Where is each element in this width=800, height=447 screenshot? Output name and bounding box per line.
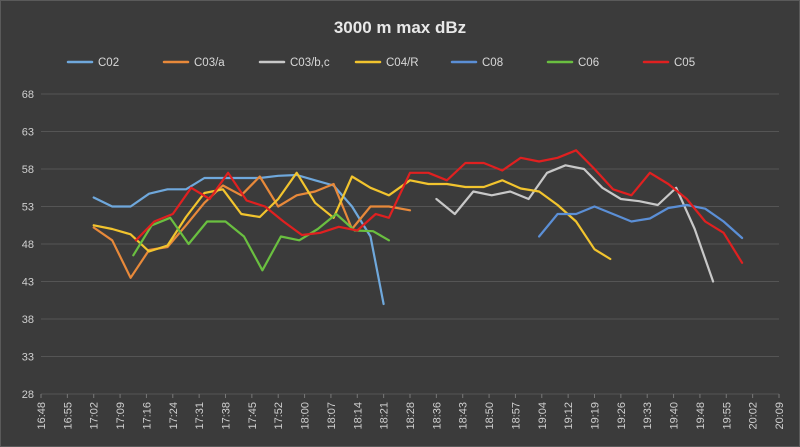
x-tick-label: 20:09 bbox=[774, 402, 786, 430]
legend-item: C05 bbox=[642, 57, 695, 69]
x-tick-label: 18:50 bbox=[484, 402, 496, 430]
x-tick-label: 18:14 bbox=[352, 402, 364, 430]
x-tick-label: 17:38 bbox=[221, 402, 233, 430]
series-lines bbox=[92, 149, 744, 306]
y-tick-label: 68 bbox=[22, 89, 34, 101]
x-tick-label: 16:48 bbox=[36, 402, 48, 430]
x-tick-label: 17:16 bbox=[141, 402, 153, 430]
x-tick-label: 18:57 bbox=[510, 402, 522, 430]
x-tick-label: 18:36 bbox=[431, 402, 443, 430]
x-tick-label: 18:28 bbox=[405, 402, 417, 430]
x-tick-label: 19:40 bbox=[669, 402, 681, 430]
y-axis-ticks: 28 33 38 43 48 53 58 63 68 bbox=[22, 89, 34, 401]
legend-item: C03/b,c bbox=[258, 57, 330, 69]
y-tick-label: 43 bbox=[22, 277, 34, 289]
series-line-c08 bbox=[537, 203, 744, 240]
x-tick-label: 19:55 bbox=[721, 402, 733, 430]
x-axis-ticks: 16:48 16:55 17:02 17:09 17:16 17:24 17:31 17:38… bbox=[36, 394, 786, 430]
y-tick-label: 48 bbox=[22, 239, 34, 251]
series-line-c05 bbox=[134, 149, 744, 264]
series-line-c03-b-c bbox=[435, 164, 715, 283]
legend-item: C04/R bbox=[354, 57, 419, 69]
legend-item: C08 bbox=[450, 57, 503, 69]
legend-item: C02 bbox=[66, 57, 119, 69]
x-tick-label: 18:00 bbox=[300, 402, 312, 430]
y-tick-label: 53 bbox=[22, 202, 34, 214]
x-tick-label: 19:12 bbox=[563, 402, 575, 430]
x-tick-label: 20:02 bbox=[748, 402, 760, 430]
y-tick-label: 63 bbox=[22, 127, 34, 139]
x-tick-label: 18:07 bbox=[326, 402, 338, 430]
legend-label: C03/b,c bbox=[290, 57, 330, 69]
y-tick-label: 28 bbox=[22, 389, 34, 401]
legend-item: C03/a bbox=[162, 57, 225, 69]
x-tick-label: 19:33 bbox=[642, 402, 654, 430]
x-tick-label: 19:26 bbox=[616, 402, 628, 430]
x-tick-label: 17:31 bbox=[194, 402, 206, 430]
x-tick-label: 19:04 bbox=[537, 402, 549, 430]
legend-label: C03/a bbox=[194, 57, 225, 69]
x-tick-label: 19:48 bbox=[695, 402, 707, 430]
y-tick-label: 33 bbox=[22, 352, 34, 364]
legend-label: C02 bbox=[98, 57, 119, 69]
legend-label: C04/R bbox=[386, 57, 419, 69]
series-line-c03-a bbox=[92, 175, 412, 279]
y-tick-label: 58 bbox=[22, 164, 34, 176]
series-line-c02 bbox=[92, 173, 385, 306]
legend-item: C06 bbox=[546, 57, 599, 69]
legend: C02 C03/a C03/b,c C04/R C08 C06 C05 bbox=[66, 57, 695, 69]
gridlines bbox=[41, 93, 779, 395]
x-tick-label: 18:21 bbox=[379, 402, 391, 430]
legend-label: C08 bbox=[482, 57, 503, 69]
y-tick-label: 38 bbox=[22, 314, 34, 326]
series-line-c04-r bbox=[92, 171, 612, 261]
x-tick-label: 16:55 bbox=[62, 402, 74, 430]
legend-label: C05 bbox=[674, 57, 695, 69]
x-tick-label: 19:19 bbox=[590, 402, 602, 430]
chart-title: 3000 m max dBz bbox=[334, 18, 466, 37]
x-tick-label: 17:52 bbox=[273, 402, 285, 430]
x-tick-label: 17:24 bbox=[168, 402, 180, 430]
legend-label: C06 bbox=[578, 57, 599, 69]
x-tick-label: 18:43 bbox=[458, 402, 470, 430]
x-tick-label: 17:02 bbox=[89, 402, 101, 430]
x-tick-label: 17:09 bbox=[115, 402, 127, 430]
x-tick-label: 17:45 bbox=[247, 402, 259, 430]
series-line-c06 bbox=[132, 212, 390, 272]
